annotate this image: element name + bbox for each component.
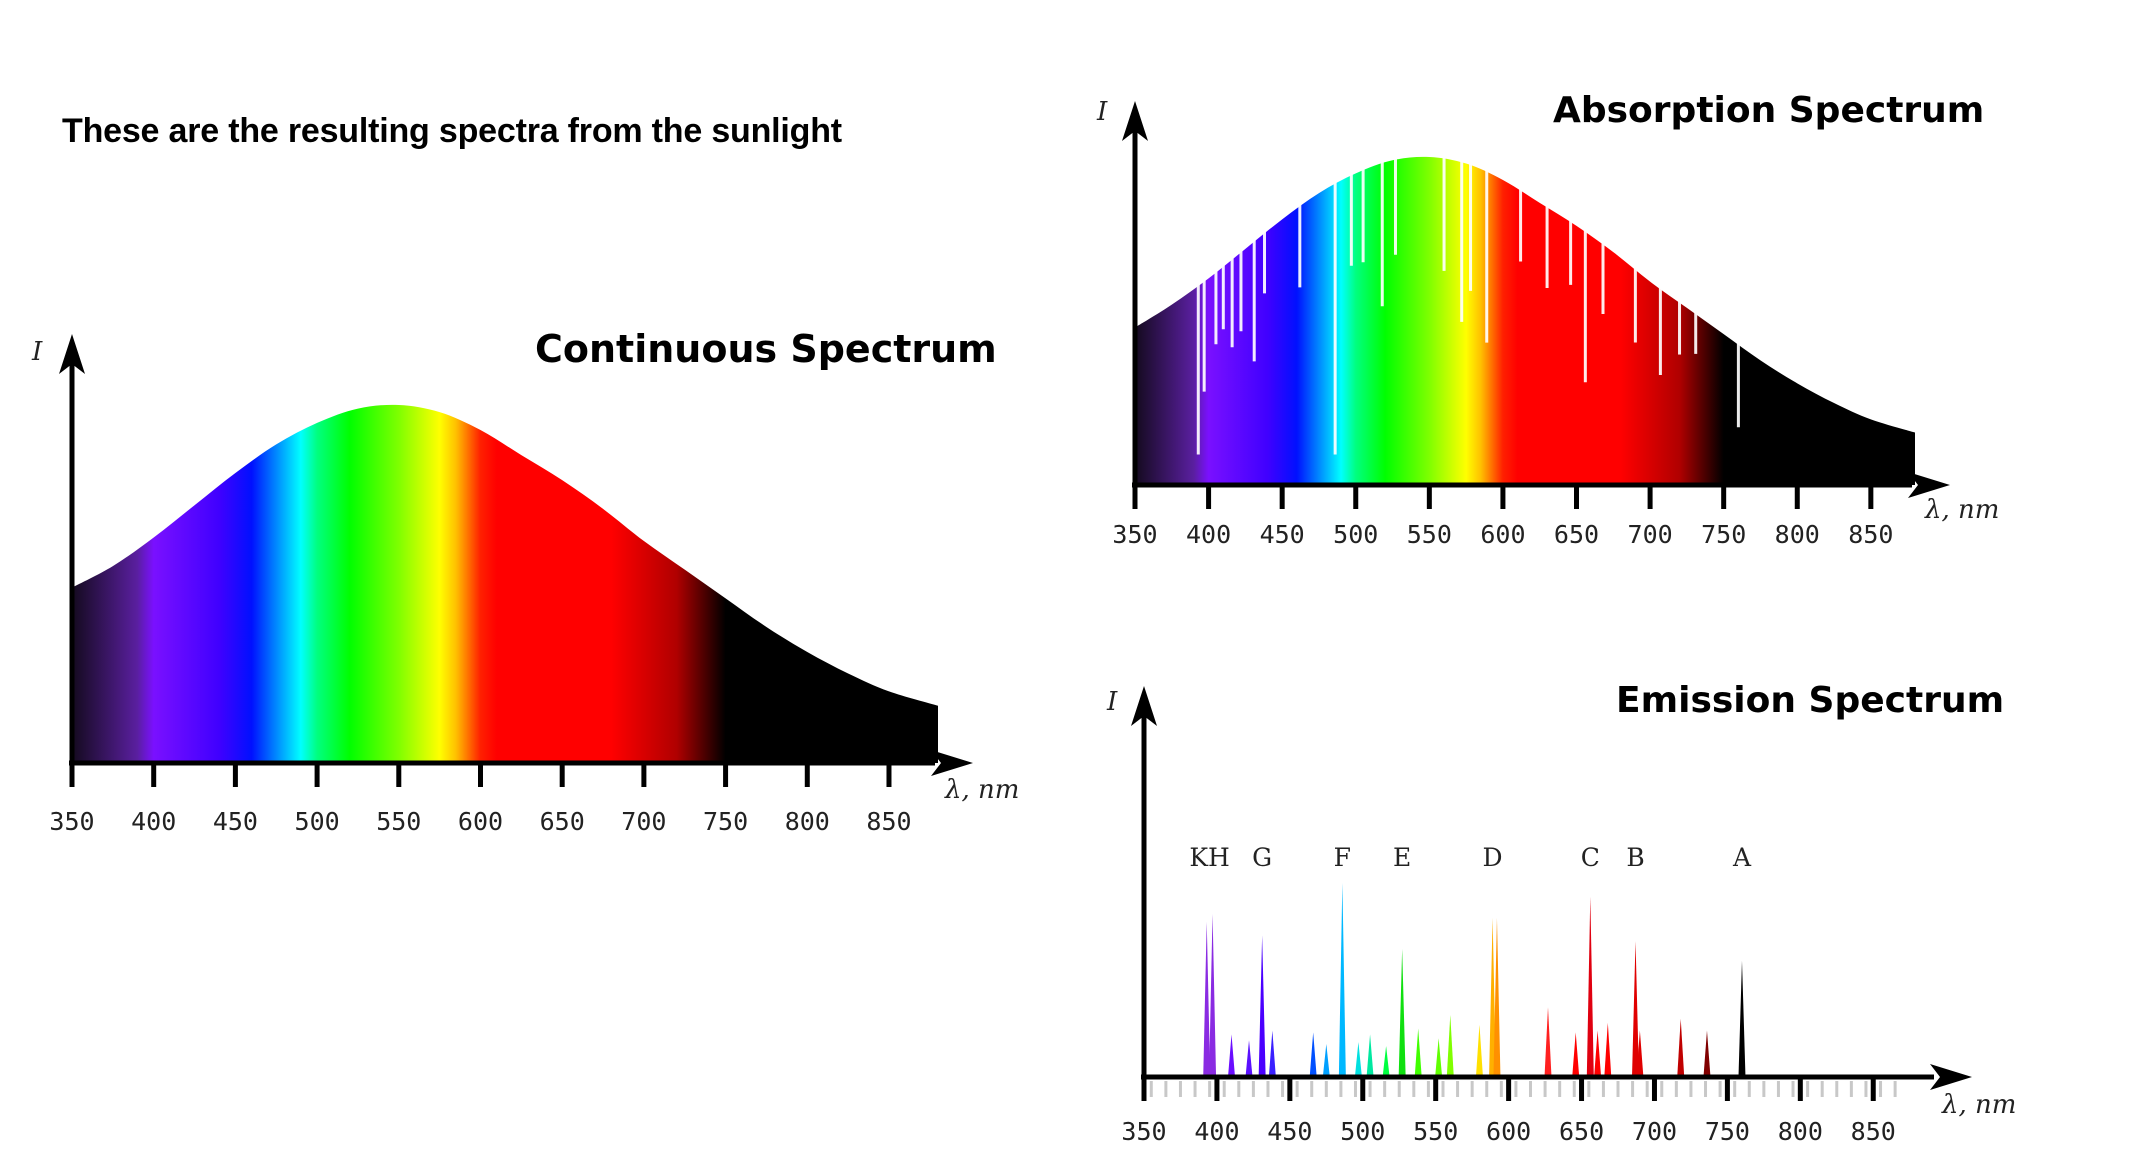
y-axis-arrow-icon xyxy=(59,334,85,374)
emission-line xyxy=(1338,883,1346,1077)
emission-line xyxy=(1268,1030,1276,1077)
emission-line xyxy=(1636,1030,1644,1077)
emission-line xyxy=(1322,1044,1330,1077)
x-tick-label: 700 xyxy=(1632,1117,1677,1146)
x-tick-label: 800 xyxy=(1778,1117,1823,1146)
x-tick-label: 600 xyxy=(1480,520,1525,549)
emission-line xyxy=(1544,1007,1552,1077)
chart-title: Emission Spectrum xyxy=(1616,680,2004,721)
x-tick-label: 850 xyxy=(1851,1117,1896,1146)
emission-line xyxy=(1414,1028,1422,1077)
x-tick-label: 550 xyxy=(376,807,421,836)
spectrum-area xyxy=(72,404,938,763)
x-axis-arrow-icon xyxy=(1908,472,1950,498)
emission-line-label: KH xyxy=(1189,843,1229,872)
emission-line xyxy=(1489,917,1497,1077)
emission-line-label: A xyxy=(1732,843,1752,872)
emission-line xyxy=(1435,1038,1443,1077)
y-axis-label: I xyxy=(1096,97,1108,127)
emission-line-label: F xyxy=(1334,843,1351,872)
emission-line xyxy=(1703,1030,1711,1077)
x-axis-label: λ, nm xyxy=(1924,495,1999,525)
x-tick-label: 350 xyxy=(1121,1117,1166,1146)
x-tick-label: 600 xyxy=(1486,1117,1531,1146)
emission-line xyxy=(1354,1042,1362,1077)
emission-line-label: E xyxy=(1393,843,1411,872)
emission-line xyxy=(1245,1040,1253,1077)
x-tick-label: 500 xyxy=(1340,1117,1385,1146)
emission-line xyxy=(1382,1045,1390,1077)
x-tick-label: 800 xyxy=(1775,520,1820,549)
chart-title: Continuous Spectrum xyxy=(535,327,997,371)
x-tick-label: 650 xyxy=(540,807,585,836)
x-tick-label: 450 xyxy=(213,807,258,836)
x-tick-label: 750 xyxy=(1705,1117,1750,1146)
y-axis-label: I xyxy=(1106,687,1118,717)
x-tick-label: 550 xyxy=(1413,1117,1458,1146)
x-tick-label: 850 xyxy=(1848,520,1893,549)
emission-line xyxy=(1366,1034,1374,1077)
y-axis-label: I xyxy=(31,337,43,367)
x-tick-label: 450 xyxy=(1260,520,1305,549)
x-tick-label: 650 xyxy=(1559,1117,1604,1146)
x-tick-label: 450 xyxy=(1267,1117,1312,1146)
emission-line xyxy=(1604,1022,1612,1077)
emission-line xyxy=(1586,896,1594,1077)
x-tick-label: 550 xyxy=(1407,520,1452,549)
y-axis-arrow-icon xyxy=(1122,101,1148,141)
x-tick-label: 750 xyxy=(1701,520,1746,549)
continuous-spectrum-chart: 350 400 450 500 550 600 650 700 750 800 850 Iλ, nm C… xyxy=(31,327,1019,836)
emission-line xyxy=(1398,948,1406,1077)
emission-line xyxy=(1493,917,1501,1077)
x-tick-label: 500 xyxy=(1333,520,1378,549)
emission-line xyxy=(1677,1018,1685,1077)
x-tick-label: 850 xyxy=(866,807,911,836)
spectrum-area xyxy=(1135,156,1915,485)
emission-line xyxy=(1209,914,1217,1077)
x-tick-label: 400 xyxy=(131,807,176,836)
absorption-spectrum-chart: 350 400 450 500 550 600 650 700 750 800 850 Iλ, nm A… xyxy=(1096,90,1999,549)
x-axis-arrow-icon xyxy=(1930,1064,1972,1090)
x-tick-label: 700 xyxy=(621,807,666,836)
emission-line-label: C xyxy=(1581,843,1600,872)
x-axis-label: λ, nm xyxy=(1941,1090,2016,1120)
x-axis-label: λ, nm xyxy=(944,775,1019,805)
emission-line xyxy=(1258,935,1266,1077)
x-axis-arrow-icon xyxy=(931,750,973,776)
emission-line-label: B xyxy=(1626,843,1644,872)
x-tick-label: 600 xyxy=(458,807,503,836)
x-tick-label: 700 xyxy=(1628,520,1673,549)
x-tick-label: 350 xyxy=(1112,520,1157,549)
emission-line xyxy=(1203,921,1211,1077)
emission-line xyxy=(1446,1014,1454,1077)
emission-line-label: D xyxy=(1483,843,1503,872)
x-tick-label: 500 xyxy=(295,807,340,836)
emission-line xyxy=(1738,960,1746,1077)
emission-line xyxy=(1594,1030,1602,1077)
x-tick-label: 400 xyxy=(1194,1117,1239,1146)
emission-line xyxy=(1572,1032,1580,1077)
page-heading: These are the resulting spectra from the… xyxy=(62,112,842,150)
x-tick-label: 650 xyxy=(1554,520,1599,549)
emission-line xyxy=(1475,1024,1483,1077)
x-tick-label: 750 xyxy=(703,807,748,836)
x-tick-label: 800 xyxy=(785,807,830,836)
x-tick-label: 400 xyxy=(1186,520,1231,549)
emission-line xyxy=(1632,941,1640,1077)
x-tick-label: 350 xyxy=(49,807,94,836)
emission-line-label: G xyxy=(1252,843,1272,872)
emission-line xyxy=(1228,1034,1236,1077)
y-axis-arrow-icon xyxy=(1131,686,1157,726)
chart-title: Absorption Spectrum xyxy=(1553,90,1984,131)
emission-line xyxy=(1309,1032,1317,1077)
